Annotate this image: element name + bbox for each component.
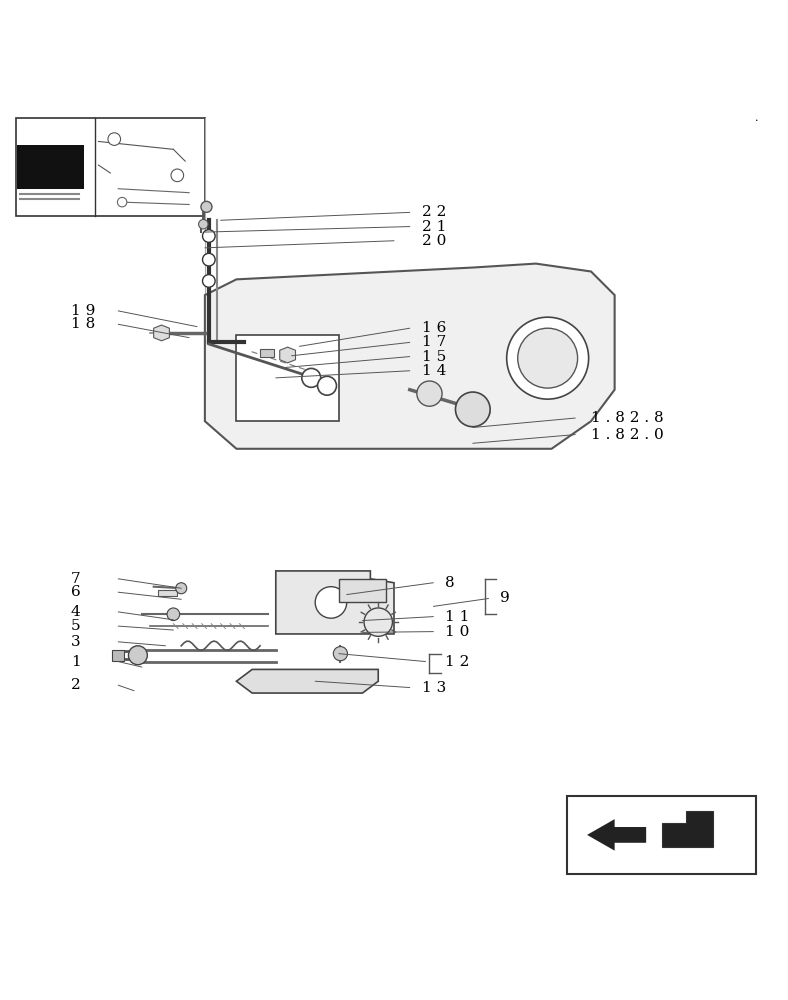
Polygon shape: [276, 571, 394, 634]
Text: 1 . 8 2 . 0: 1 . 8 2 . 0: [591, 428, 663, 442]
Bar: [567, 796, 756, 874]
Circle shape: [167, 608, 180, 621]
Circle shape: [417, 381, 442, 406]
Circle shape: [199, 219, 208, 229]
Circle shape: [108, 133, 121, 145]
Text: 1 1: 1 1: [445, 610, 470, 624]
Polygon shape: [280, 347, 296, 363]
Circle shape: [203, 275, 215, 287]
Text: 1 7: 1 7: [422, 335, 446, 349]
Text: 6: 6: [71, 585, 80, 599]
Circle shape: [203, 230, 215, 242]
Text: 4: 4: [71, 605, 80, 619]
Circle shape: [203, 253, 215, 266]
Text: 1 8: 1 8: [71, 317, 95, 331]
Circle shape: [128, 646, 147, 665]
Bar: [158, 590, 177, 596]
Circle shape: [117, 197, 127, 207]
Text: 7: 7: [71, 572, 80, 586]
Polygon shape: [662, 811, 713, 847]
Bar: [339, 579, 386, 602]
Circle shape: [171, 169, 184, 182]
Text: 3: 3: [71, 635, 80, 649]
Circle shape: [201, 201, 212, 212]
Text: 1 0: 1 0: [445, 625, 470, 639]
Text: 2 2: 2 2: [422, 205, 446, 219]
Bar: [112, 650, 124, 661]
Text: 2 0: 2 0: [422, 234, 446, 248]
Text: 5: 5: [71, 619, 80, 633]
Circle shape: [176, 583, 187, 594]
Text: 1 5: 1 5: [422, 350, 446, 364]
Text: 9: 9: [500, 591, 510, 605]
Text: .: .: [755, 113, 758, 123]
Text: 2 1: 2 1: [422, 220, 446, 234]
Circle shape: [507, 317, 589, 399]
Circle shape: [315, 587, 347, 618]
Polygon shape: [154, 325, 169, 341]
Circle shape: [518, 328, 578, 388]
Text: 2: 2: [71, 678, 80, 692]
Text: 1 3: 1 3: [422, 681, 446, 695]
Text: 1 6: 1 6: [422, 321, 446, 335]
Circle shape: [318, 376, 336, 395]
Polygon shape: [587, 819, 646, 851]
Text: 1 . 8 2 . 8: 1 . 8 2 . 8: [591, 411, 663, 425]
Bar: [260, 349, 274, 357]
Bar: [17, 145, 84, 189]
Bar: [236, 335, 339, 421]
Circle shape: [302, 368, 321, 387]
Text: 1 4: 1 4: [422, 364, 446, 378]
Text: 1: 1: [71, 655, 80, 669]
Text: 8: 8: [445, 576, 455, 590]
Bar: [16, 118, 205, 216]
Polygon shape: [236, 669, 378, 693]
Circle shape: [364, 608, 392, 636]
Circle shape: [333, 647, 348, 661]
Text: 1 2: 1 2: [445, 655, 470, 669]
Circle shape: [455, 392, 490, 427]
Polygon shape: [205, 264, 615, 449]
Text: 1 9: 1 9: [71, 304, 95, 318]
